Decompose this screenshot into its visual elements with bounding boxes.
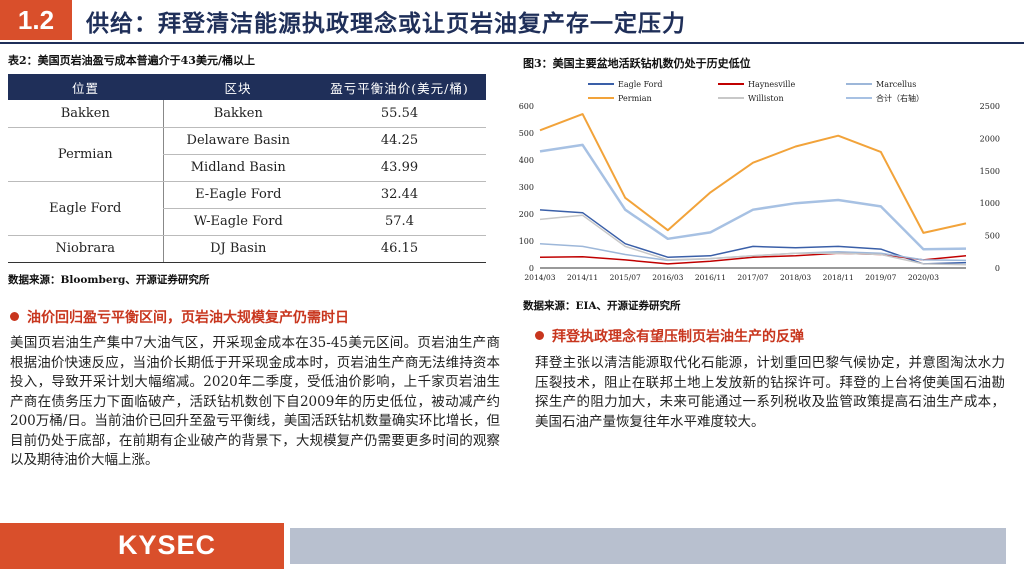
series-line	[539, 214, 967, 266]
x-tick-label: 2017/07	[737, 273, 768, 282]
legend-label: Permian	[618, 94, 652, 103]
kysec-logo: KYSEC	[0, 523, 284, 569]
legend-label: Eagle Ford	[618, 80, 662, 89]
left-section-body: 美国页岩油生产集中7大油气区，开采现金成本在35-45美元区间。页岩油生产商根据…	[10, 335, 500, 468]
x-tick-label: 2018/03	[780, 273, 811, 282]
chart-caption: 图3：美国主要盆地活跃钻机数仍处于历史低位	[523, 57, 751, 70]
legend-label: 合计（右轴）	[876, 93, 924, 103]
table-header-row: 位置 区块 盈亏平衡油价(美元/桶)	[8, 74, 486, 100]
left-section-heading: 油价回归盈亏平衡区间，页岩油大规模复产仍需时日	[10, 307, 349, 327]
series-line	[539, 252, 967, 265]
basin-cell: W-Eagle Ford	[162, 208, 313, 236]
section-number: 1.2	[0, 0, 72, 40]
price-cell: 55.54	[313, 100, 486, 128]
series-line	[539, 209, 967, 265]
price-cell: 43.99	[313, 154, 486, 182]
price-cell: 44.25	[313, 127, 486, 155]
right-heading-text: 拜登执政理念有望压制页岩油生产的反弹	[552, 329, 804, 345]
footer-bar	[290, 528, 1006, 564]
y-right-tick-label: 0	[995, 264, 1000, 273]
y-left-tick-label: 500	[519, 129, 534, 138]
logo-text: KYSEC	[118, 530, 217, 560]
y-right-tick-label: 1000	[980, 199, 1000, 208]
right-section-heading: 拜登执政理念有望压制页岩油生产的反弹	[535, 326, 804, 346]
legend-label: Marcellus	[876, 80, 916, 89]
col-header-basin: 区块	[163, 74, 313, 100]
region-cell: Permian	[8, 127, 163, 182]
basin-cell: E-Eagle Ford	[162, 181, 313, 209]
y-left-tick-label: 0	[529, 264, 534, 273]
region-cell: Eagle Ford	[8, 181, 163, 236]
page-title: 供给：拜登清洁能源执政理念或让页岩油复产存一定压力	[86, 10, 686, 37]
x-tick-label: 2016/03	[652, 273, 683, 282]
region-cell: Niobrara	[8, 235, 163, 263]
col-header-location: 位置	[8, 74, 163, 100]
legend-label: Williston	[748, 94, 784, 103]
table-row: Bakken Bakken 55.54	[8, 100, 486, 128]
price-cell: 46.15	[313, 235, 486, 263]
basin-cell: Delaware Basin	[162, 127, 313, 155]
x-tick-label: 2018/11	[823, 273, 854, 282]
left-heading-text: 油价回归盈亏平衡区间，页岩油大规模复产仍需时日	[27, 310, 349, 326]
y-left-tick-label: 200	[519, 210, 534, 219]
basin-cell: DJ Basin	[162, 235, 313, 263]
x-tick-label: 2015/07	[610, 273, 641, 282]
legend-label: Haynesville	[748, 80, 795, 89]
x-tick-label: 2014/03	[524, 273, 555, 282]
breakeven-table: 位置 区块 盈亏平衡油价(美元/桶) Bakken Bakken 55.54 P…	[8, 74, 486, 263]
right-section-body: 拜登主张以清洁能源取代化石能源，计划重回巴黎气候协定，并意图淘汰水力压裂技术，阻…	[535, 355, 1005, 430]
region-cell: Bakken	[8, 100, 163, 128]
basin-cell: Midland Basin	[162, 154, 313, 182]
table-row: W-Eagle Ford 57.4	[8, 208, 486, 236]
basin-cell: Bakken	[162, 100, 313, 128]
y-left-tick-label: 100	[519, 237, 534, 246]
bullet-dot-icon	[535, 331, 544, 340]
bullet-dot-icon	[10, 312, 19, 321]
y-right-tick-label: 2000	[980, 134, 1000, 143]
table-row: Midland Basin 43.99	[8, 154, 486, 182]
chart-source: 数据来源：EIA、开源证券研究所	[523, 300, 681, 312]
x-tick-label: 2019/07	[865, 273, 896, 282]
series-line	[539, 113, 967, 234]
table-caption: 表2：美国页岩油盈亏成本普遍介于43美元/桶以上	[8, 54, 255, 67]
x-tick-label: 2020/03	[908, 273, 939, 282]
table-row: Eagle Ford E-Eagle Ford 32.44	[8, 181, 486, 236]
rig-count-chart: 0 100 200 300 400 500 600 0 500 1000 1500 2000 2500 2…	[519, 80, 1000, 282]
x-tick-label: 2014/11	[567, 273, 598, 282]
col-header-price: 盈亏平衡油价(美元/桶)	[313, 74, 486, 100]
table-source: 数据来源：Bloomberg、开源证券研究所	[8, 274, 210, 286]
y-left-tick-label: 400	[519, 156, 534, 165]
table-row: Permian Delaware Basin 44.25	[8, 127, 486, 182]
table-row: Niobrara DJ Basin 46.15	[8, 235, 486, 263]
x-tick-label: 2016/11	[695, 273, 726, 282]
series-line	[539, 143, 967, 251]
y-right-tick-label: 1500	[980, 167, 1000, 176]
y-right-tick-label: 2500	[980, 102, 1000, 111]
y-left-tick-label: 600	[519, 102, 534, 111]
price-cell: 57.4	[313, 208, 486, 236]
y-left-tick-label: 300	[519, 183, 534, 192]
title-divider	[0, 42, 1024, 44]
y-right-tick-label: 500	[985, 232, 1000, 241]
price-cell: 32.44	[313, 181, 486, 209]
